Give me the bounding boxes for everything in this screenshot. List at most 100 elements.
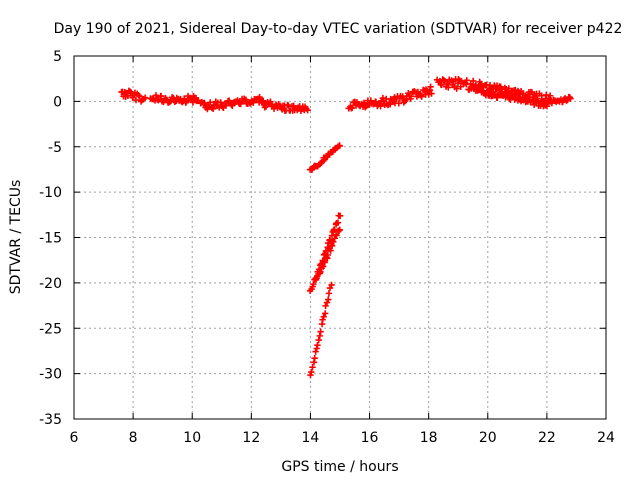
data-point <box>312 276 320 283</box>
x-tick-label: 12 <box>242 430 260 446</box>
ticks-layer: 6 8 10 12 14 16 18 20 22 24 5 0 -5 -10 -15 -20 -25 -30 -35 <box>39 49 615 446</box>
series-afternoon-band-1 <box>236 93 267 108</box>
data-point <box>440 76 447 84</box>
data-point <box>317 268 324 276</box>
series-afternoon-band-2 <box>260 98 311 114</box>
x-axis-label: GPS time / hours <box>281 459 398 475</box>
data-point <box>267 98 274 105</box>
data-point <box>325 296 332 303</box>
data-point <box>310 280 317 288</box>
y-tick-label: -25 <box>39 321 62 337</box>
data-point <box>333 232 340 239</box>
y-tick-label: 5 <box>53 49 62 65</box>
x-tick-label: 24 <box>597 430 615 446</box>
y-tick-label: -15 <box>39 231 62 247</box>
data-point <box>348 104 356 112</box>
series-recovery-band-1 <box>345 94 397 112</box>
data-point <box>309 364 316 371</box>
data-point <box>217 99 224 106</box>
data-point <box>323 299 331 306</box>
y-tick-label: -10 <box>39 185 62 201</box>
data-point <box>317 328 324 335</box>
data-point <box>324 251 332 259</box>
data-point <box>328 242 336 250</box>
series-morning-band-2 <box>147 92 202 106</box>
data-point <box>395 100 402 107</box>
data-point <box>188 96 196 103</box>
data-point <box>445 84 452 91</box>
data-point <box>463 77 470 84</box>
x-tick-label: 20 <box>479 430 497 446</box>
y-tick-label: -30 <box>39 367 62 383</box>
series-late-band <box>543 93 574 107</box>
y-tick-label: 0 <box>53 94 62 110</box>
data-point <box>311 354 318 362</box>
data-point <box>322 302 329 310</box>
data-point <box>325 290 333 297</box>
data-point <box>336 226 343 233</box>
x-tick-label: 16 <box>361 430 379 446</box>
data-point <box>469 77 477 85</box>
y-tick-label: -20 <box>39 276 62 292</box>
data-point <box>316 332 323 340</box>
data-point <box>331 226 338 233</box>
data-point <box>315 336 322 344</box>
x-tick-label: 10 <box>183 430 201 446</box>
series-drop-segment-2 <box>306 212 344 295</box>
data-point <box>327 247 334 254</box>
y-axis-label: SDTVAR / TECUs <box>8 180 24 295</box>
x-tick-label: 22 <box>538 430 556 446</box>
series-midday-band <box>197 97 243 113</box>
series-morning-band-1 <box>118 87 149 105</box>
data-point <box>438 81 445 89</box>
series-drop-segment-4 <box>307 281 335 379</box>
data-point <box>453 85 460 92</box>
x-tick-label: 18 <box>420 430 438 446</box>
data-point <box>457 83 464 90</box>
data-point <box>157 92 165 100</box>
x-tick-label: 6 <box>70 430 79 446</box>
data-marks <box>118 75 574 379</box>
data-point <box>314 341 321 349</box>
data-point <box>201 99 208 107</box>
y-tick-label: -35 <box>39 412 62 428</box>
data-point <box>336 142 343 150</box>
data-point <box>321 310 329 317</box>
data-point <box>428 90 435 97</box>
series-evening-band-1 <box>433 75 485 94</box>
data-point <box>207 99 214 106</box>
y-tick-label: -5 <box>48 140 62 156</box>
data-point <box>418 93 425 100</box>
data-point <box>242 96 249 103</box>
data-point <box>261 104 269 111</box>
x-tick-label: 14 <box>302 430 320 446</box>
chart-title: Day 190 of 2021, Sidereal Day-to-day VTE… <box>54 21 623 37</box>
data-point <box>567 95 574 102</box>
data-point <box>135 92 142 99</box>
data-point <box>189 99 197 106</box>
data-point <box>307 371 314 379</box>
data-point <box>407 93 415 100</box>
grid-layer <box>74 56 606 419</box>
data-point <box>546 92 554 99</box>
data-point <box>141 94 149 101</box>
data-point <box>308 368 315 376</box>
data-point <box>543 91 550 99</box>
data-point <box>336 212 344 220</box>
data-point <box>321 259 328 266</box>
data-point <box>320 313 327 320</box>
data-point <box>304 106 311 114</box>
x-tick-label: 8 <box>129 430 138 446</box>
data-point <box>312 348 319 355</box>
series-drop-segment-3 <box>312 226 343 283</box>
data-point <box>136 93 143 100</box>
data-point <box>334 219 342 226</box>
series-drop-segment-1 <box>306 142 343 174</box>
series-recovery-band-2 <box>390 83 435 107</box>
data-point <box>330 238 337 246</box>
data-point <box>319 263 327 270</box>
data-point <box>132 96 140 104</box>
data-point <box>427 83 434 90</box>
data-point <box>328 281 335 289</box>
